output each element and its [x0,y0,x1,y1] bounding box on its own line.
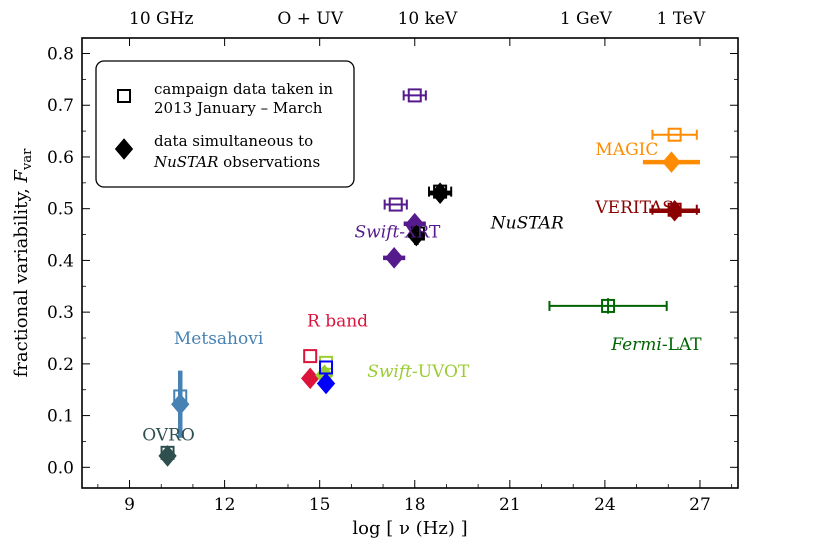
x-tick-label: 15 [309,495,331,515]
swift-uvot-label: Swift-UVOT [367,362,470,382]
x-tick-label: 27 [689,495,711,515]
y-tick-label: 0.7 [47,96,74,116]
fermi-lat-campaign-point [601,298,616,313]
swift-uvot-label-rest: -UVOT [412,362,470,382]
legend-box [95,60,355,188]
r-band-campaign-point [303,349,318,364]
fermi-lat-label-rest: -LAT [662,335,702,355]
veritas-label: VERITAS [594,198,674,218]
veritas-simultaneous-point [665,199,684,222]
x-tick-label: 18 [404,495,426,515]
metsahovi-simultaneous-point [171,393,190,415]
y-tick-label: 0.0 [47,458,74,478]
top-axis-label: 10 GHz [129,9,193,29]
y-tick-label: 0.5 [47,200,74,220]
y-tick-label: 0.8 [47,45,74,65]
x-tick-label: 21 [499,495,521,515]
legend-square-icon [117,89,131,103]
legend-entry-simultaneous-line1: data simultaneous to [154,132,313,150]
legend-nustar-rest: observations [218,153,320,171]
legend-diamond-icon [114,138,134,160]
swift-xrt-campaign-point [407,88,422,103]
axes-layer: 9 12 15 18 21 24 27 0.0 0.1 0.2 0.3 0.4 0.5 0.6 0.7 0.8… [11,9,739,539]
top-axis-label: O + UV [277,9,343,29]
y-tick-label: 0.1 [47,407,74,427]
legend-entry-campaign-line2: 2013 January – March [154,99,323,117]
magic-label: MAGIC [595,140,658,160]
y-tick-label: 0.6 [47,148,74,168]
magic-campaign-point [667,127,682,142]
y-axis-title-symbol: F [11,168,32,183]
marks-layer [158,88,700,467]
x-tick-label: 24 [594,495,616,515]
swift-uvot-label-italic: Swift [367,362,412,382]
y-axis-title-text: fractional variability, [11,182,32,377]
x-tick-label: 9 [124,495,135,515]
swift-xrt-label-rest: -XRT [399,223,441,243]
legend-nustar-italic: NuSTAR [153,153,218,171]
top-axis-label: 10 keV [398,9,458,29]
swift-xrt-label: Swift-XRT [355,223,442,243]
metsahovi-label: Metsahovi [174,329,264,349]
uv-blue-simultaneous-point [316,372,336,395]
swift-xrt-campaign-point [388,197,403,212]
legend-entry-simultaneous-line2: NuSTAR observations [153,153,320,171]
nustar-simultaneous-point [407,224,426,247]
nustar-simultaneous-point [430,182,450,204]
r-band-label: R band [307,312,368,332]
y-tick-label: 0.4 [47,251,74,271]
y-axis-title: fractional variability, Fvar [11,148,35,378]
y-tick-label: 0.2 [47,355,74,375]
fermi-lat-label: Fermi-LAT [610,335,702,355]
ovro-label: OVRO [142,425,195,445]
top-axis-label: 1 GeV [560,9,613,29]
y-tick-label: 0.3 [47,303,74,323]
ovro-simultaneous-point [158,445,177,467]
x-tick-label: 12 [214,495,236,515]
legend-entry-campaign-line1: campaign data taken in [154,80,333,98]
y-axis-title-subscript: var [20,148,35,171]
r-band-simultaneous-point [301,367,320,390]
nustar-label: NuSTAR [490,213,564,233]
swift-xrt-simultaneous-point [384,247,404,269]
x-axis-title: log [ ν (Hz) ] [352,518,467,539]
top-axis-label: 1 TeV [657,9,706,29]
fermi-lat-label-italic: Fermi [610,335,662,355]
magic-simultaneous-point [662,151,681,173]
swift-xrt-label-italic: Swift [355,223,400,243]
plot-frame [81,37,739,489]
